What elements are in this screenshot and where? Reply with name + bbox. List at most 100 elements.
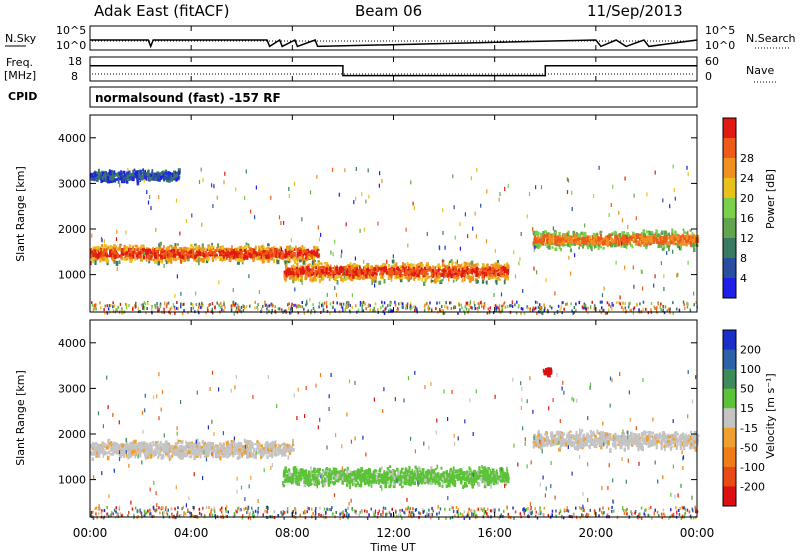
scatter-cell: [138, 175, 141, 179]
scatter-cell: [511, 304, 514, 308]
scatter-cell: [269, 453, 272, 457]
scatter-cell: [239, 248, 243, 252]
scatter-cell: [584, 223, 586, 228]
scatter-cell: [368, 194, 370, 199]
scatter-cell: [464, 274, 467, 279]
scatter-cell: [221, 304, 223, 308]
scatter-cell: [191, 251, 195, 255]
scatter-cell: [156, 171, 160, 174]
scatter-cell: [234, 247, 237, 252]
scatter-cell: [441, 305, 443, 309]
scatter-cell: [468, 278, 472, 283]
scatter-cell: [667, 307, 670, 311]
scatter-cell: [465, 307, 468, 311]
scatter-cell: [563, 307, 565, 311]
scatter-cell: [185, 247, 188, 251]
scatter-cell: [324, 273, 326, 276]
scatter-cell: [266, 455, 269, 459]
scatter-cell: [328, 271, 331, 274]
scatter-cell: [213, 446, 215, 452]
scatter-cell: [599, 237, 603, 242]
scatter-cell: [671, 228, 674, 233]
scatter-cell: [383, 312, 386, 315]
scatter-cell: [615, 235, 618, 240]
scatter-cell: [168, 255, 171, 259]
scatter-cell: [359, 228, 361, 233]
scatter-cell: [601, 300, 603, 304]
scatter-cell: [117, 305, 119, 309]
scatter-cell: [374, 264, 378, 268]
scatter-cell: [436, 265, 439, 268]
scatter-cell: [494, 304, 497, 308]
scatter-cell: [151, 257, 154, 261]
scatter-cell: [120, 250, 123, 256]
scatter-cell: [542, 231, 545, 236]
scatter-cell: [606, 238, 609, 243]
scatter-cell: [332, 266, 335, 270]
scatter-cell: [471, 264, 474, 268]
scatter-cell: [133, 174, 136, 178]
scatter-cell: [265, 247, 269, 252]
scatter-cell: [268, 304, 271, 308]
scatter-cell: [270, 247, 273, 252]
scatter-cell: [191, 248, 194, 251]
scatter-cell: [251, 441, 254, 446]
scatter-cell: [571, 190, 573, 195]
scatter-cell: [110, 176, 114, 181]
scatter-cell: [650, 231, 654, 234]
scatter-cell: [281, 308, 283, 312]
scatter-cell: [117, 446, 120, 451]
scatter-cell: [408, 263, 412, 268]
scatter-cell: [678, 308, 681, 312]
scatter-cell: [177, 450, 180, 456]
scatter-cell: [660, 232, 662, 235]
scatter-cell: [600, 311, 603, 315]
scatter-cell: [201, 439, 204, 444]
scatter-cell: [175, 173, 179, 178]
scatter-cell: [144, 457, 147, 461]
scatter-cell: [143, 301, 146, 305]
scatter-cell: [191, 443, 195, 448]
scatter-cell: [109, 447, 113, 450]
scatter-cell: [241, 261, 244, 265]
scatter-cell: [287, 303, 289, 307]
scatter-cell: [448, 262, 451, 266]
scatter-cell: [602, 309, 604, 313]
scatter-cell: [511, 300, 513, 305]
scatter-cell: [432, 265, 435, 270]
scatter-cell: [537, 239, 540, 244]
scatter-cell: [212, 445, 215, 448]
scatter-cell: [158, 308, 160, 312]
scatter-cell: [506, 268, 510, 274]
scatter-cell: [411, 270, 414, 273]
scatter-cell: [174, 246, 178, 251]
scatter-cell: [245, 169, 247, 174]
scatter-cell: [243, 254, 247, 260]
scatter-cell: [114, 178, 117, 183]
scatter-cell: [162, 247, 164, 252]
nsky-label: N.Sky: [5, 32, 37, 45]
scatter-cell: [230, 250, 234, 256]
scatter-cell: [98, 252, 101, 258]
scatter-cell: [174, 307, 176, 311]
scatter-cell: [469, 300, 471, 305]
scatter-cell: [210, 246, 212, 250]
scatter-cell: [131, 447, 134, 450]
scatter-cell: [151, 248, 154, 253]
scatter-cell: [216, 301, 218, 305]
scatter-cell: [373, 309, 375, 313]
scatter-cell: [294, 272, 297, 275]
scatter-cell: [639, 242, 642, 247]
scatter-cell: [172, 174, 175, 177]
scatter-cell: [585, 239, 588, 243]
scatter-cell: [152, 175, 155, 180]
scatter-cell: [412, 270, 415, 274]
scatter-cell: [610, 203, 612, 207]
scatter-cell: [353, 270, 356, 275]
scatter-cell: [655, 309, 658, 314]
scatter-cell: [136, 180, 139, 184]
scatter-cell: [191, 213, 193, 218]
scatter-cell: [557, 240, 560, 245]
scatter-cell: [382, 262, 386, 266]
scatter-cell: [405, 304, 408, 308]
